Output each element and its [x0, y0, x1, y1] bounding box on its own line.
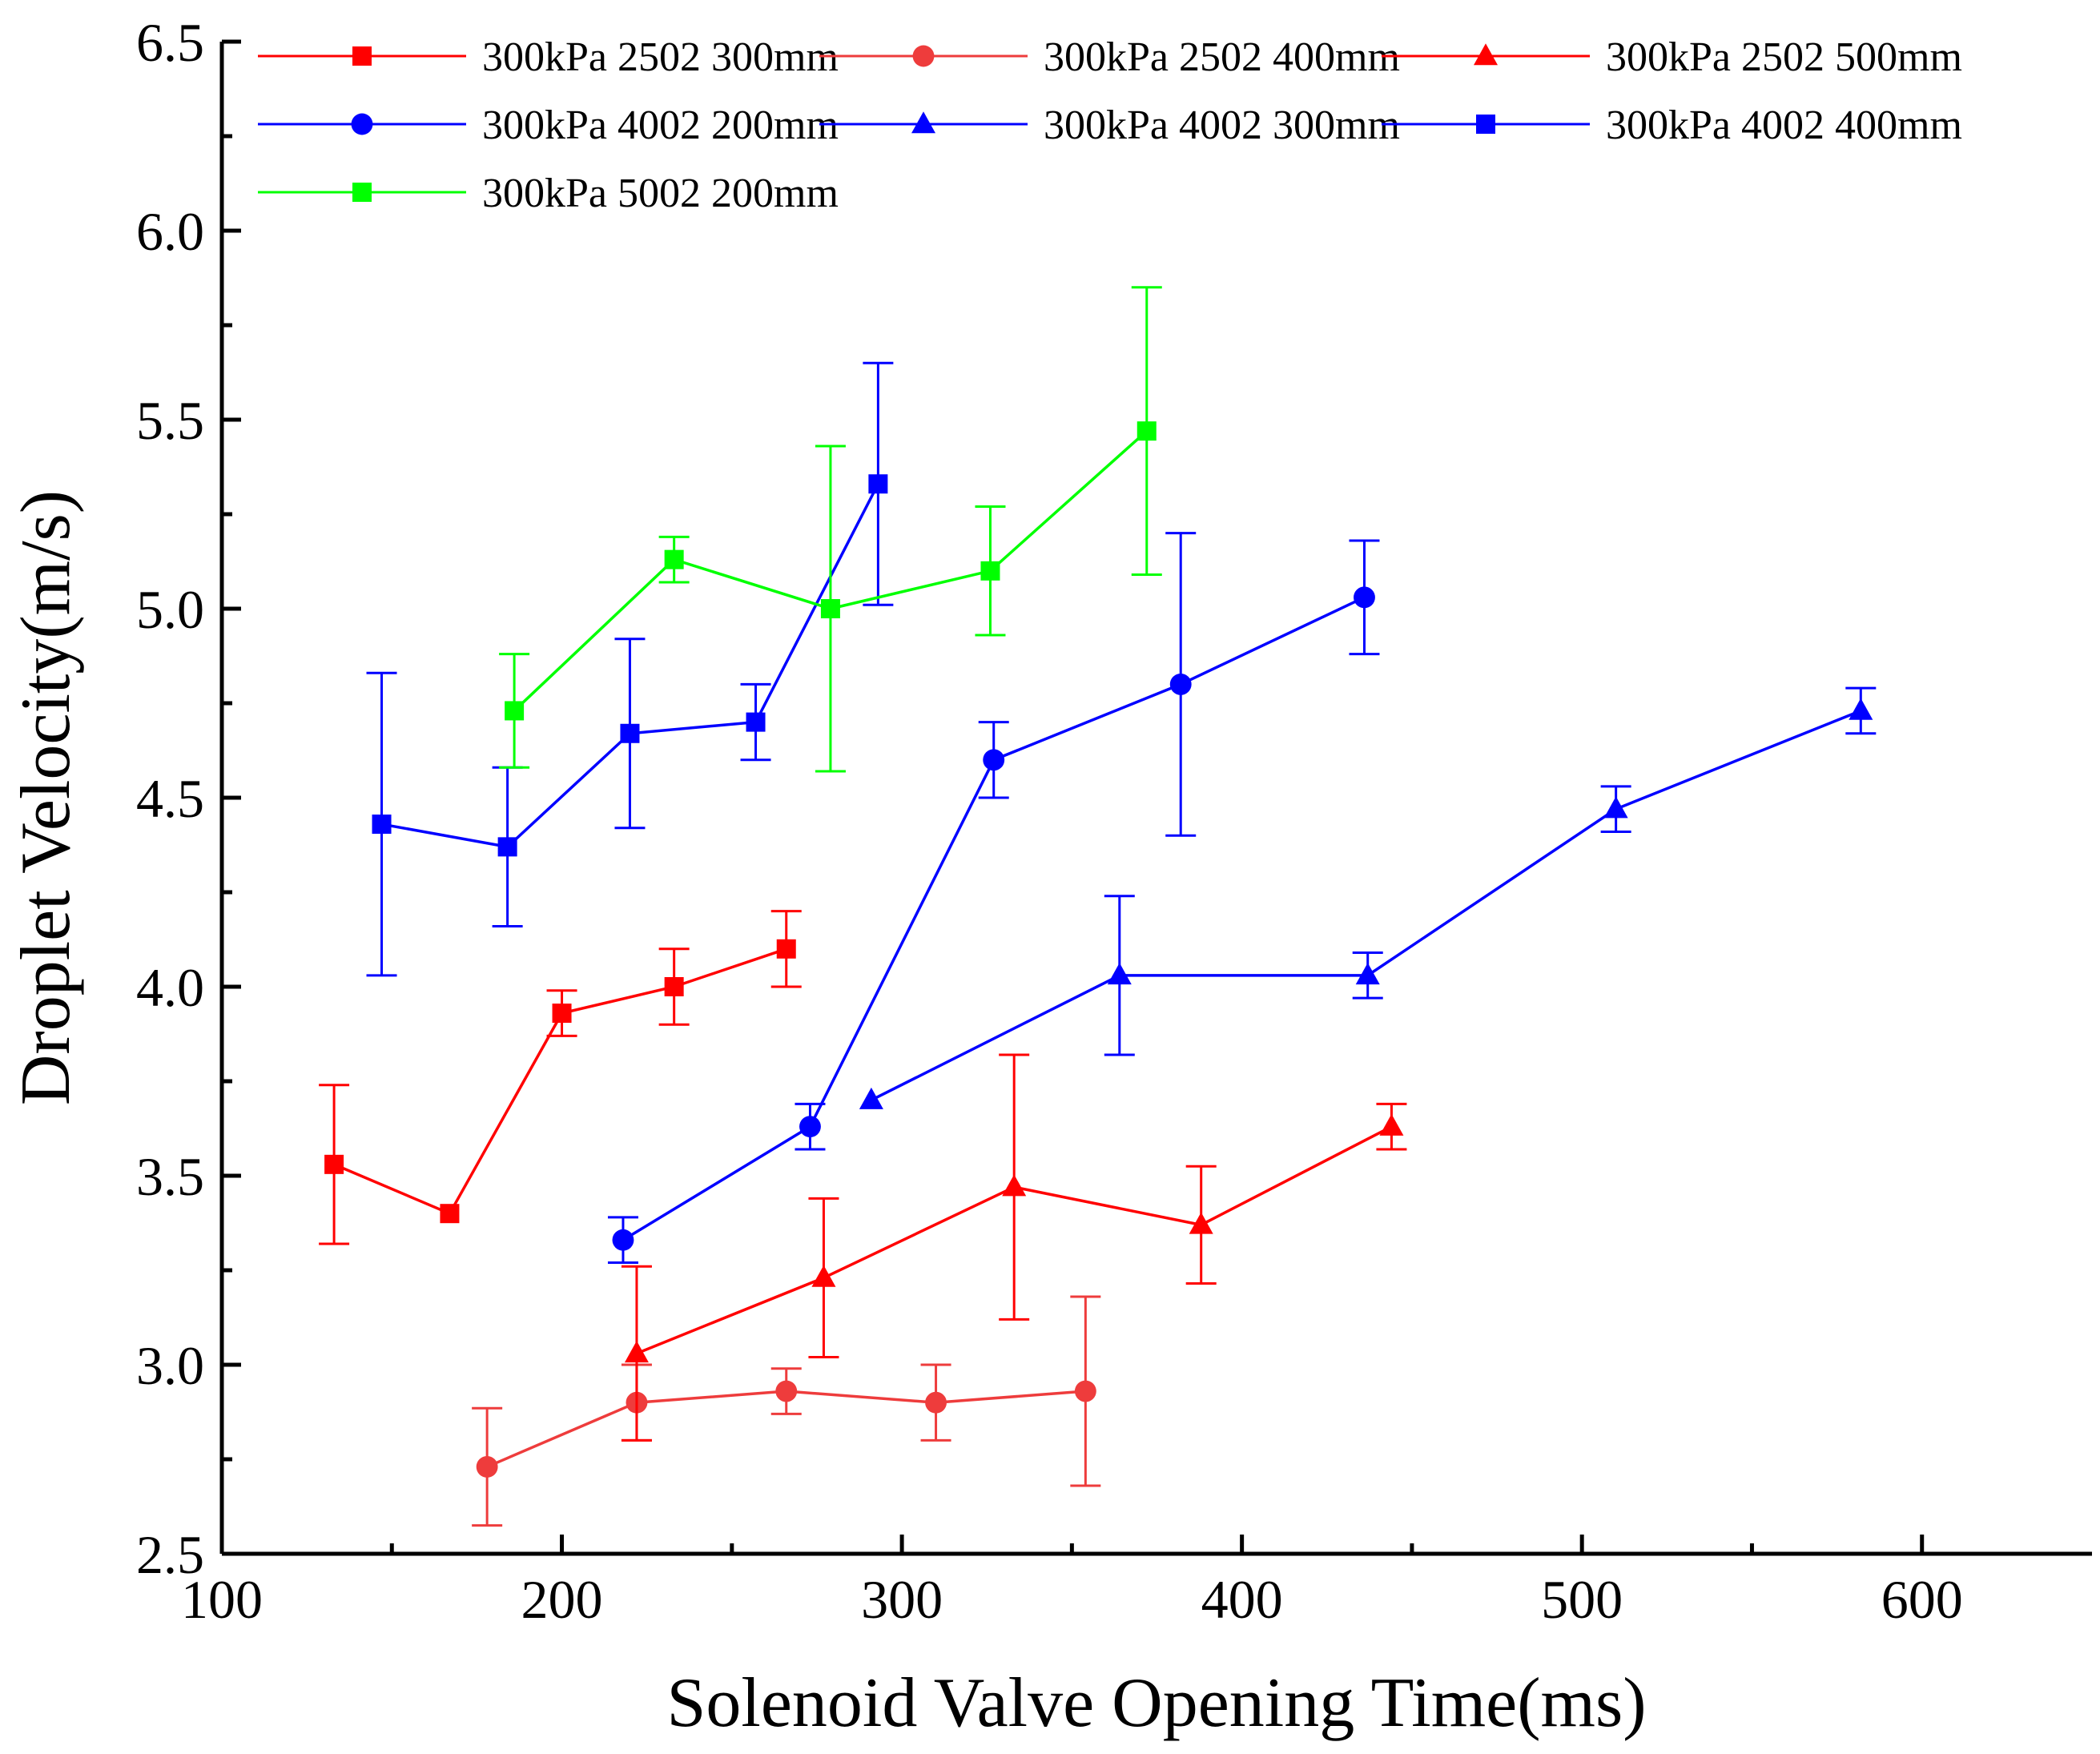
- legend-marker: [352, 183, 372, 202]
- x-tick-label: 300: [861, 1569, 943, 1630]
- legend-marker: [352, 46, 372, 66]
- plot-area: [319, 286, 1877, 1527]
- legend-label: 300kPa 2502 300mm: [482, 34, 839, 80]
- legend-marker: [912, 45, 935, 67]
- data-point: [811, 1265, 836, 1287]
- y-tick-label: 5.0: [136, 579, 204, 640]
- legend-label: 300kPa 4002 300mm: [1044, 103, 1400, 148]
- y-tick-label: 3.0: [136, 1335, 204, 1396]
- legend-item: 300kPa 4002 300mm: [819, 103, 1400, 148]
- y-tick-label: 6.0: [136, 201, 204, 262]
- data-point: [440, 1204, 460, 1224]
- legend-marker: [1474, 43, 1498, 66]
- data-point: [664, 549, 684, 569]
- legend-label: 300kPa 4002 400mm: [1606, 103, 1962, 148]
- data-point: [624, 1341, 649, 1363]
- data-point: [980, 561, 1000, 581]
- x-tick-label: 100: [181, 1569, 263, 1630]
- y-axis-title: Droplet Velocity(m/s): [7, 490, 85, 1105]
- data-point: [1379, 1113, 1404, 1136]
- data-point: [1002, 1174, 1027, 1197]
- data-point: [799, 1116, 821, 1138]
- legend: 300kPa 2502 300mm 300kPa 2502 400mm 300kPa…: [258, 34, 1962, 216]
- data-point: [775, 1380, 798, 1402]
- series-3: [621, 1053, 1407, 1442]
- data-point: [983, 749, 1005, 771]
- series-2: [472, 1295, 1101, 1527]
- y-tick-label: 2.5: [136, 1524, 204, 1585]
- data-point: [859, 1087, 883, 1109]
- legend-label: 300kPa 2502 400mm: [1044, 34, 1400, 80]
- data-point: [1355, 963, 1380, 985]
- y-tick-label: 4.5: [136, 768, 204, 829]
- legend-item: 300kPa 2502 500mm: [1382, 34, 1962, 80]
- data-point: [476, 1456, 498, 1478]
- legend-item: 300kPa 5002 200mm: [258, 171, 839, 216]
- data-point: [324, 1154, 344, 1174]
- x-axis-title: Solenoid Valve Opening Time(ms): [666, 1664, 1646, 1742]
- axis-ticks: 2.5 3.0 3.5 4.0 4.5 5.0 5.5 6.0 6.5 100 200 300 400 5…: [136, 12, 1963, 1630]
- legend-marker: [911, 111, 935, 134]
- legend-label: 300kPa 5002 200mm: [482, 171, 839, 216]
- series-5: [859, 686, 1877, 1109]
- y-tick-label: 6.5: [136, 12, 204, 73]
- data-point: [620, 723, 640, 743]
- data-point: [664, 977, 684, 996]
- legend-marker: [351, 113, 373, 135]
- data-point: [372, 815, 392, 835]
- data-point: [776, 939, 796, 959]
- data-point: [505, 701, 525, 721]
- data-point: [1603, 796, 1628, 819]
- data-point: [746, 712, 766, 732]
- data-point: [552, 1004, 572, 1024]
- legend-item: 300kPa 2502 400mm: [819, 34, 1400, 80]
- data-point: [925, 1391, 947, 1414]
- x-tick-label: 200: [521, 1569, 603, 1630]
- data-point: [820, 599, 840, 618]
- series-4: [607, 532, 1380, 1265]
- legend-item: 300kPa 4002 200mm: [258, 103, 839, 148]
- data-point: [1074, 1380, 1096, 1402]
- legend-marker: [1476, 115, 1495, 134]
- data-point: [1189, 1212, 1213, 1234]
- data-point: [1169, 673, 1192, 695]
- y-tick-label: 5.5: [136, 390, 204, 451]
- legend-label: 300kPa 4002 200mm: [482, 103, 839, 148]
- x-tick-label: 400: [1201, 1569, 1283, 1630]
- series-6: [366, 361, 894, 977]
- data-point: [1354, 586, 1375, 609]
- data-point: [868, 474, 888, 494]
- y-tick-label: 4.0: [136, 957, 204, 1018]
- data-point: [497, 837, 517, 857]
- legend-label: 300kPa 2502 500mm: [1606, 34, 1962, 80]
- series-1: [319, 910, 802, 1245]
- legend-item: 300kPa 2502 300mm: [258, 34, 839, 80]
- series-7: [499, 286, 1162, 773]
- x-tick-label: 600: [1881, 1569, 1963, 1630]
- y-tick-label: 3.5: [136, 1146, 204, 1207]
- data-point: [612, 1229, 634, 1251]
- data-point: [1136, 421, 1157, 441]
- legend-item: 300kPa 4002 400mm: [1382, 103, 1962, 148]
- x-tick-label: 500: [1541, 1569, 1623, 1630]
- data-point: [1107, 963, 1132, 985]
- data-point: [1849, 698, 1873, 720]
